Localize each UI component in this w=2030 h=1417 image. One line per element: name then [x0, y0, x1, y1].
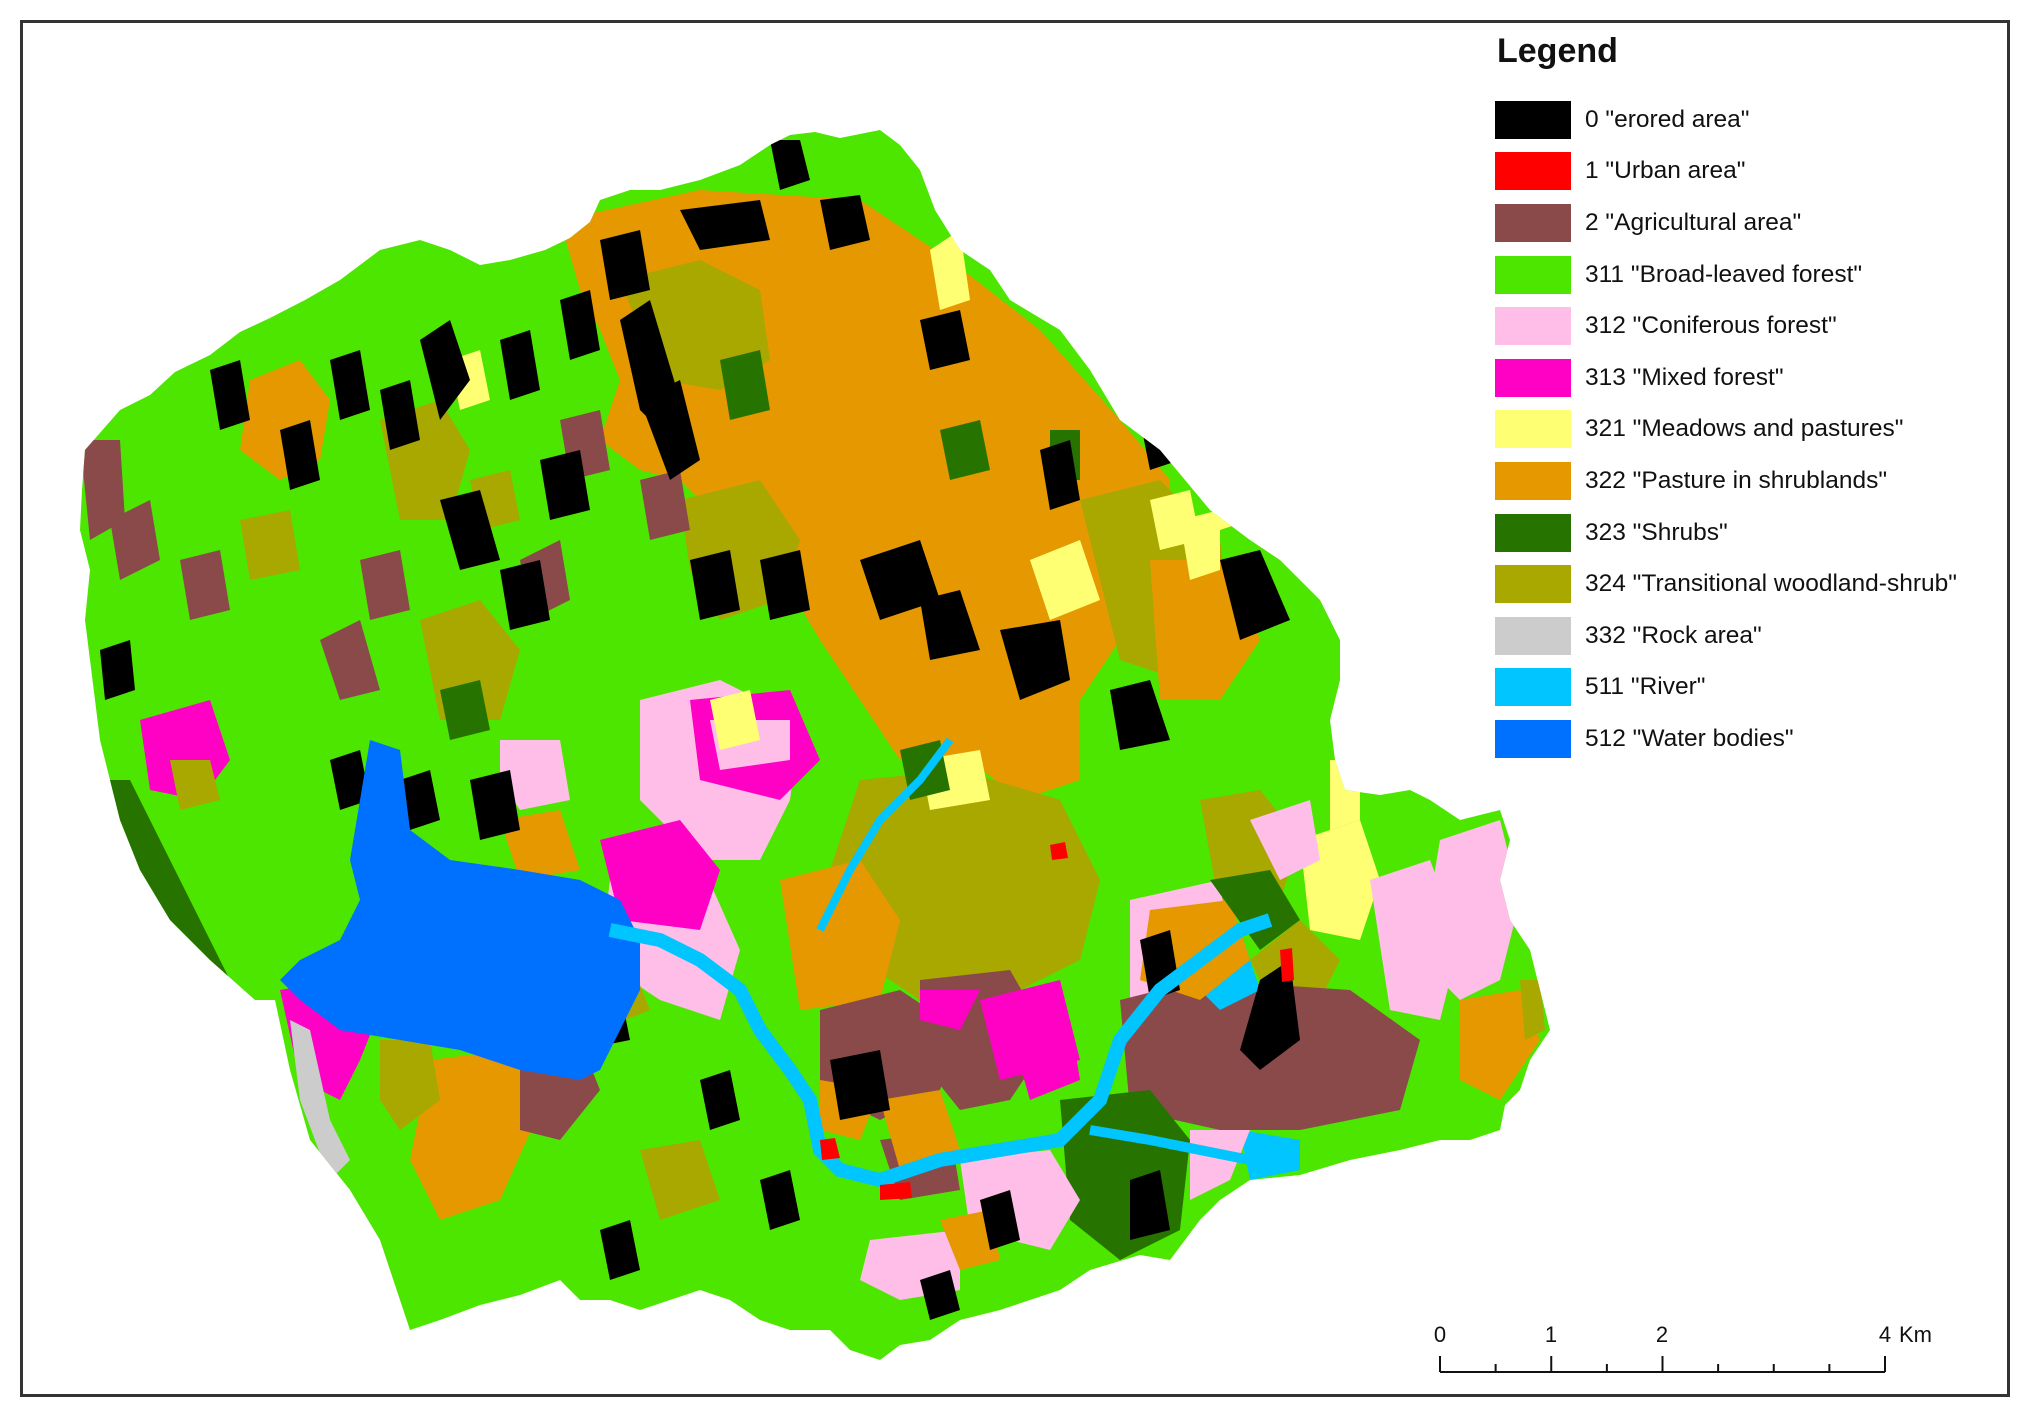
legend-label: 2 "Agricultural area" — [1585, 208, 1802, 236]
legend-label: 322 "Pasture in shrublands" — [1585, 466, 1888, 494]
scale-bar: 0 1 2 4 Km — [1425, 1320, 1932, 1380]
legend-label: 313 "Mixed forest" — [1585, 363, 1784, 391]
legend-swatch — [1495, 152, 1571, 191]
legend-item: 321 "Meadows and pastures" — [1495, 404, 2015, 456]
legend-swatch — [1495, 255, 1571, 294]
scale-tick-4: 4 — [1878, 1322, 1892, 1347]
legend-item: 311 "Broad-leaved forest" — [1495, 249, 2015, 301]
legend-label: 312 "Coniferous forest" — [1585, 312, 1837, 340]
legend-item: 511 "River" — [1495, 662, 2015, 714]
legend-label: 332 "Rock area" — [1585, 621, 1762, 649]
legend-swatch — [1495, 100, 1571, 139]
legend-label: 323 "Shrubs" — [1585, 518, 1728, 546]
legend-item: 323 "Shrubs" — [1495, 507, 2015, 559]
legend-label: 1 "Urban area" — [1585, 157, 1746, 185]
scale-unit: Km — [1899, 1322, 1932, 1347]
legend-swatch — [1495, 565, 1571, 604]
legend-items: 0 "erored area" 1 "Urban area" 2 "Agricult… — [1495, 94, 2015, 765]
legend-item: 322 "Pasture in shrublands" — [1495, 455, 2015, 507]
scale-tick-2: 2 — [1655, 1322, 1669, 1347]
legend: Legend 0 "erored area" 1 "Urban area" 2 "A… — [1495, 32, 2015, 765]
scale-tick-1: 1 — [1544, 1322, 1558, 1347]
legend-label: 321 "Meadows and pastures" — [1585, 415, 1904, 443]
legend-item: 1 "Urban area" — [1495, 146, 2015, 198]
legend-swatch — [1495, 410, 1571, 449]
legend-item: 0 "erored area" — [1495, 94, 2015, 146]
legend-item: 2 "Agricultural area" — [1495, 197, 2015, 249]
legend-label: 511 "River" — [1585, 673, 1706, 701]
legend-swatch — [1495, 668, 1571, 707]
legend-swatch — [1495, 203, 1571, 242]
legend-label: 311 "Broad-leaved forest" — [1585, 260, 1863, 288]
legend-item: 313 "Mixed forest" — [1495, 352, 2015, 404]
scale-tick-0: 0 — [1433, 1322, 1447, 1347]
legend-swatch — [1495, 461, 1571, 500]
legend-item: 332 "Rock area" — [1495, 610, 2015, 662]
legend-item: 512 "Water bodies" — [1495, 713, 2015, 765]
legend-swatch — [1495, 616, 1571, 655]
legend-label: 512 "Water bodies" — [1585, 724, 1794, 752]
legend-swatch — [1495, 719, 1571, 758]
legend-title: Legend — [1497, 32, 1618, 70]
legend-swatch — [1495, 358, 1571, 397]
legend-label: 324 "Transitional woodland-shrub" — [1585, 570, 1957, 598]
legend-swatch — [1495, 307, 1571, 346]
scale-bar-graphic — [1439, 1356, 1886, 1373]
legend-swatch — [1495, 513, 1571, 552]
legend-item: 324 "Transitional woodland-shrub" — [1495, 558, 2015, 610]
legend-item: 312 "Coniferous forest" — [1495, 300, 2015, 352]
legend-label: 0 "erored area" — [1585, 105, 1750, 133]
